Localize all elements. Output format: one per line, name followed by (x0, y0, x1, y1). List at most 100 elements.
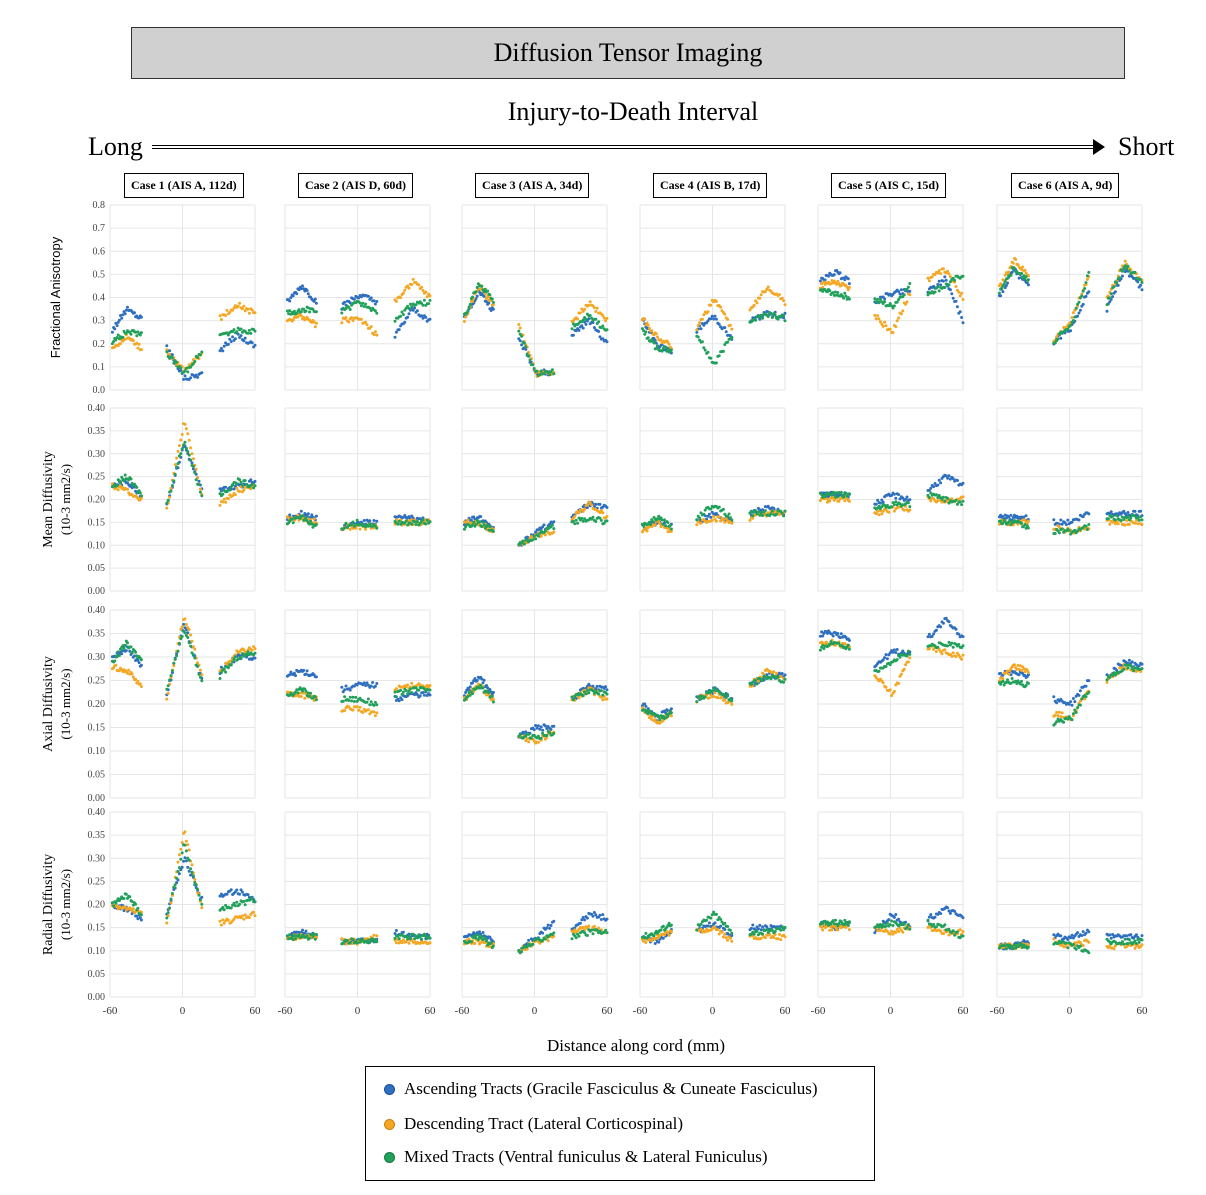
data-point-mixed (173, 657, 177, 661)
data-point-descending (700, 317, 704, 321)
case-label-6: Case 6 (AIS A, 9d) (1011, 173, 1120, 198)
data-point-mixed (782, 680, 786, 684)
metric-label-2: Mean Diffusivity (41, 451, 56, 548)
data-point-ascending (191, 467, 195, 471)
data-point-ascending (113, 327, 117, 331)
data-point-ascending (581, 326, 585, 330)
data-point-ascending (932, 485, 936, 489)
data-point-ascending (524, 347, 528, 351)
data-point-descending (134, 677, 138, 681)
data-point-descending (902, 508, 906, 512)
data-point-mixed (235, 330, 239, 334)
data-point-mixed (770, 509, 774, 513)
data-point-ascending (939, 283, 943, 287)
data-point-mixed (883, 300, 887, 304)
data-point-descending (407, 941, 411, 945)
data-point-descending (165, 697, 169, 701)
data-point-ascending (954, 299, 958, 303)
data-point-mixed (183, 440, 187, 444)
data-point-ascending (1084, 684, 1088, 688)
data-point-mixed (482, 290, 486, 294)
data-point-mixed (1137, 518, 1141, 522)
data-point-descending (138, 682, 142, 686)
data-point-descending (906, 660, 910, 664)
data-point-ascending (314, 301, 318, 305)
data-point-ascending (1087, 512, 1091, 516)
data-point-descending (585, 503, 589, 507)
data-point-mixed (654, 346, 658, 350)
data-point-mixed (491, 700, 495, 704)
data-point-descending (198, 487, 202, 491)
data-point-descending (375, 934, 379, 938)
data-point-mixed (908, 282, 912, 285)
data-point-ascending (295, 292, 299, 296)
data-point-ascending (479, 515, 483, 519)
data-point-ascending (532, 728, 536, 732)
data-point-mixed (666, 347, 670, 351)
data-point-mixed (399, 314, 403, 318)
data-point-mixed (368, 522, 372, 526)
data-point-descending (696, 324, 700, 327)
data-point-mixed (539, 736, 543, 740)
data-point-mixed (189, 867, 193, 871)
data-point-mixed (836, 495, 840, 499)
data-point-mixed (941, 495, 945, 499)
data-point-mixed (428, 520, 432, 524)
data-point-mixed (1055, 720, 1059, 724)
data-point-descending (752, 303, 756, 307)
data-point-descending (291, 318, 295, 322)
data-point-mixed (1010, 677, 1014, 680)
data-point-mixed (177, 454, 181, 458)
data-point-mixed (314, 698, 318, 702)
data-point-ascending (1120, 274, 1124, 278)
data-point-mixed (1119, 519, 1123, 522)
data-point-ascending (950, 292, 954, 296)
data-point-mixed (574, 518, 578, 522)
data-point-descending (358, 705, 362, 709)
data-point-ascending (717, 322, 721, 326)
data-point-ascending (313, 297, 317, 301)
data-point-descending (343, 709, 347, 713)
data-point-mixed (410, 691, 414, 695)
data-point-descending (831, 496, 835, 500)
data-point-ascending (314, 514, 318, 518)
data-point-mixed (189, 458, 193, 462)
data-point-mixed (165, 501, 169, 505)
data-point-ascending (224, 485, 228, 489)
data-point-mixed (839, 490, 843, 494)
data-point-descending (400, 941, 404, 945)
data-point-descending (717, 515, 721, 519)
data-point-mixed (173, 472, 177, 476)
data-point-mixed (749, 509, 753, 513)
data-point-mixed (368, 940, 372, 944)
data-point-descending (960, 657, 964, 661)
data-point-descending (957, 290, 961, 294)
time-arrow-line (152, 145, 1094, 149)
data-point-descending (1071, 311, 1075, 315)
data-point-descending (312, 517, 316, 521)
data-point-mixed (951, 645, 955, 649)
data-point-ascending (847, 639, 851, 642)
data-point-ascending (366, 294, 370, 298)
data-point-mixed (128, 895, 132, 899)
data-point-descending (1136, 522, 1140, 526)
data-point-mixed (221, 492, 225, 496)
data-point-mixed (528, 358, 532, 362)
data-point-descending (605, 515, 609, 518)
data-point-mixed (135, 485, 139, 489)
data-point-mixed (313, 937, 317, 941)
data-point-mixed (341, 699, 345, 703)
data-point-descending (190, 452, 194, 456)
data-point-descending (587, 303, 591, 307)
data-point-mixed (139, 913, 143, 917)
metric-unit-4: (10-3 mm2/s) (58, 869, 73, 940)
data-point-descending (884, 685, 888, 689)
data-point-ascending (1010, 270, 1014, 274)
data-point-descending (126, 487, 129, 491)
data-point-mixed (243, 903, 247, 907)
data-point-mixed (658, 718, 662, 722)
data-point-mixed (488, 293, 492, 297)
data-point-ascending (1011, 516, 1015, 519)
data-point-mixed (518, 733, 522, 736)
data-point-descending (373, 330, 377, 334)
